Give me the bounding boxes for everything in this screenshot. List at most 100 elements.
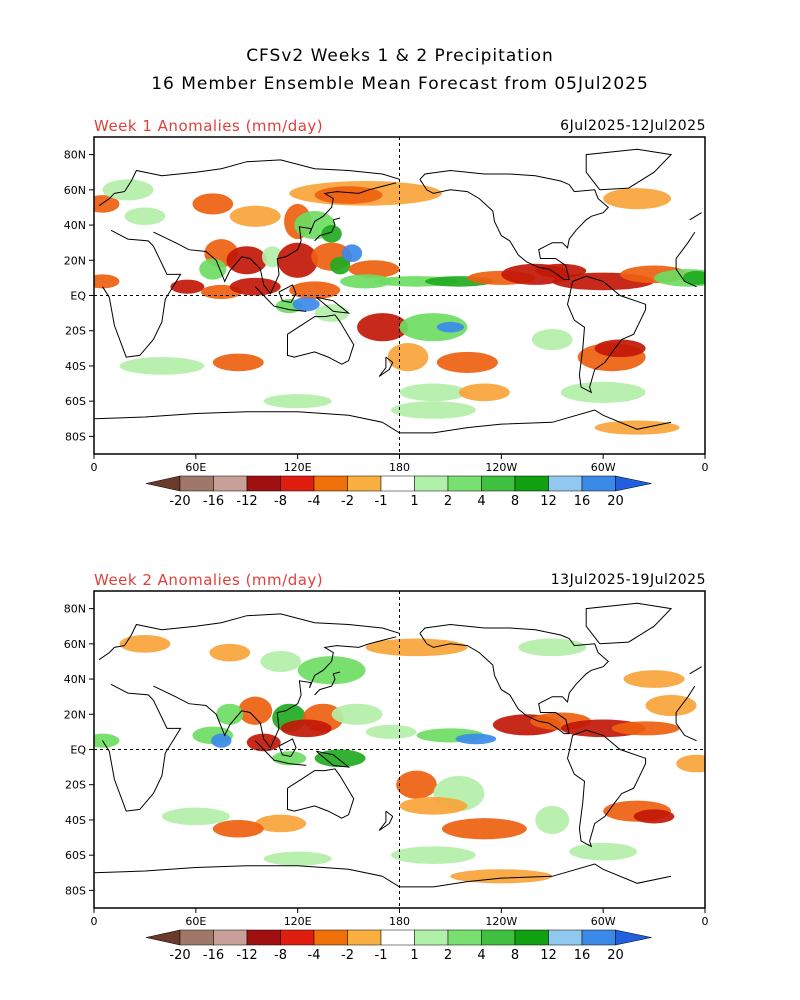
lat-label: 80N (64, 149, 86, 162)
colorbar-bin (313, 475, 348, 492)
colorbar-bin (179, 475, 214, 492)
anomaly-area (387, 343, 429, 372)
coastline (94, 409, 672, 434)
colorbar-bin (481, 475, 516, 492)
colorbar-label: -12 (236, 494, 257, 509)
colorbar-bin (548, 475, 583, 492)
colorbar-label: -12 (236, 948, 257, 963)
colorbar-bin (179, 929, 214, 946)
lat-label: 40N (64, 673, 86, 686)
lon-label: 60E (185, 915, 206, 928)
coastline (254, 286, 307, 312)
lon-label: 0 (702, 915, 709, 928)
anomaly-area (94, 733, 120, 748)
anomaly-area (391, 401, 476, 419)
colorbar-bin (380, 929, 415, 946)
coastline (153, 636, 397, 749)
anomaly-area (603, 188, 672, 210)
coastline (314, 217, 341, 242)
colorbar-2: -20 -16 -12 -8 -4 -2 -1 1 2 4 8 12 16 20 (145, 929, 652, 963)
anomaly-area (569, 842, 638, 861)
anomaly-area (341, 244, 363, 263)
colorbar-label: 12 (540, 494, 557, 509)
coastline (98, 613, 400, 661)
lat-label: EQ (70, 290, 86, 303)
anomaly-area (212, 353, 264, 372)
figure-title-line2: 16 Member Ensemble Mean Forecast from 05… (151, 74, 649, 94)
colorbar-bin (481, 929, 516, 946)
anomaly-area (645, 694, 697, 717)
colorbar-left-arrow (145, 475, 181, 492)
anomaly-area (623, 670, 685, 688)
colorbar-label: -4 (308, 494, 321, 509)
lat-label: 20S (65, 325, 86, 338)
lon-label: 0 (91, 915, 98, 928)
anomaly-area (119, 635, 171, 653)
lat-label: 80S (65, 430, 86, 443)
coastline (278, 738, 297, 758)
anomaly-area (211, 733, 232, 748)
anomaly-area (277, 242, 319, 278)
anomaly-area (124, 207, 166, 226)
anomaly-area (280, 719, 332, 738)
colorbar-bin (246, 929, 281, 946)
anomaly-area (399, 383, 468, 402)
anomaly-area (216, 703, 244, 725)
colorbar-label: -20 (169, 948, 190, 963)
anomaly-area (436, 351, 498, 373)
lon-label: 0 (91, 461, 98, 474)
lon-label: 60W (591, 461, 616, 474)
colorbar-label: 12 (540, 948, 557, 963)
anomaly-area (209, 643, 251, 662)
lat-label: 60S (65, 395, 86, 408)
coastline (675, 685, 696, 724)
lat-label: 60S (65, 849, 86, 862)
anomaly-area (255, 814, 307, 833)
colorbar-bin (347, 929, 382, 946)
colorbar-label: 4 (477, 494, 485, 509)
lat-label: EQ (70, 744, 86, 757)
lon-label: 120W (485, 915, 517, 928)
coastline (675, 231, 696, 270)
anomaly-area (246, 733, 281, 752)
lon-label: 120W (485, 461, 517, 474)
colorbar-bin (313, 929, 348, 946)
panel1-date-range: 6Jul2025-12Jul2025 (560, 118, 706, 134)
lat-label: 20S (65, 779, 86, 792)
colorbar-label: -2 (341, 494, 354, 509)
colorbar-label: -20 (169, 494, 190, 509)
anomaly-area (199, 258, 227, 280)
anomaly-area (357, 313, 408, 342)
lat-label: 40N (64, 219, 86, 232)
coastline (419, 169, 610, 281)
anomaly-area (331, 703, 383, 725)
anomaly-area (518, 638, 587, 657)
colorbar-label: 1 (410, 948, 418, 963)
coastline (378, 356, 394, 377)
anomaly-area (531, 328, 573, 351)
colorbar-label: 16 (574, 948, 591, 963)
anomaly-area (611, 721, 680, 736)
coastline (689, 212, 702, 221)
colorbar-bin (548, 929, 583, 946)
colorbar-label: -4 (308, 948, 321, 963)
anomaly-area (321, 225, 342, 243)
colorbar-label: -1 (375, 948, 388, 963)
colorbar-label: 8 (511, 494, 519, 509)
coastline (585, 602, 673, 645)
anomaly-area (455, 733, 497, 745)
coastlines (94, 602, 702, 888)
coastline (689, 666, 702, 675)
colorbar-1: -20 -16 -12 -8 -4 -2 -1 1 2 4 8 12 16 20 (145, 475, 652, 509)
colorbar-bin (514, 475, 549, 492)
anomaly-area (329, 256, 351, 275)
colorbar-bin (213, 929, 248, 946)
anomaly-area (170, 279, 205, 294)
anomaly-area (396, 770, 437, 799)
anomaly-area (292, 297, 320, 312)
colorbar-bin (347, 475, 382, 492)
figure-title-line1: CFSv2 Weeks 1 & 2 Precipitation (246, 46, 554, 66)
lat-label: 60N (64, 184, 86, 197)
anomaly-area (94, 195, 120, 213)
